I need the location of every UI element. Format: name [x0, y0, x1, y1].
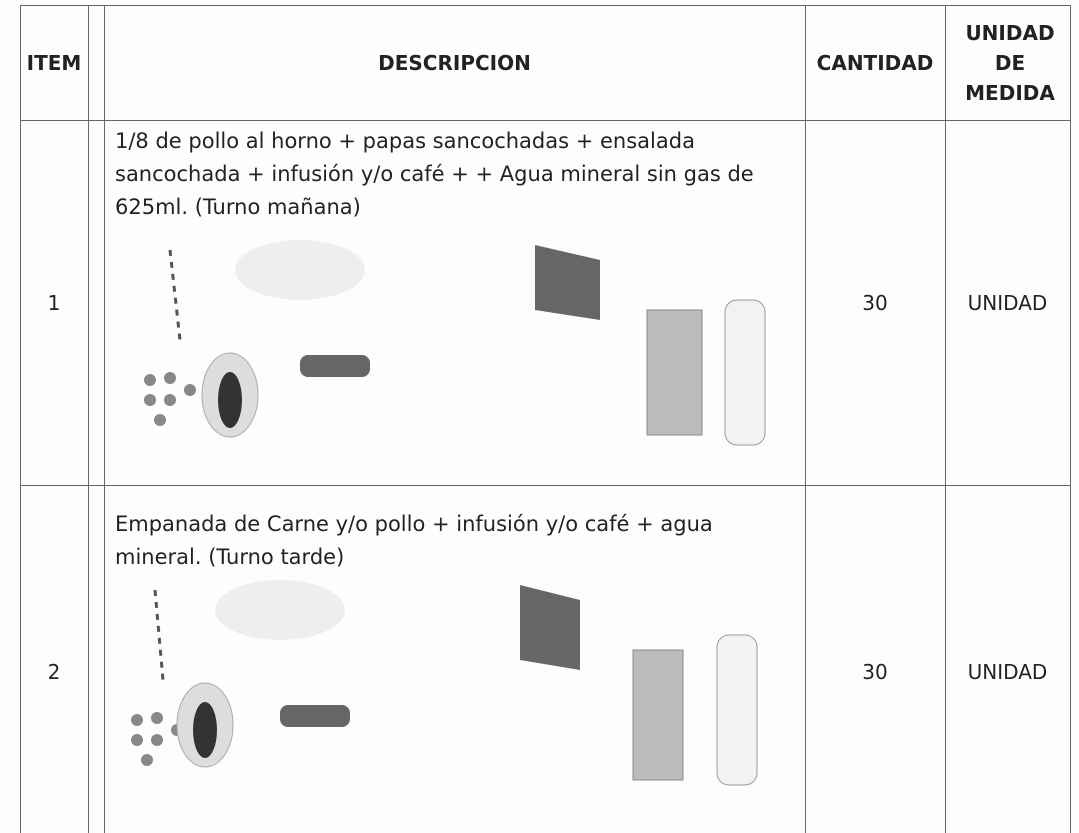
- description: 1/8 de pollo al horno + papas sancochada…: [115, 129, 754, 219]
- quantity: 30: [862, 290, 888, 315]
- item-number: 2: [47, 660, 61, 684]
- item-number: 1: [47, 290, 61, 315]
- food-image: [144, 240, 766, 446]
- header-unit: UNIDAD DE MEDIDA: [965, 20, 1055, 105]
- quantity: 30: [862, 660, 888, 684]
- unit: UNIDAD: [967, 290, 1048, 315]
- header-item: ITEM: [26, 50, 82, 75]
- food-image: [131, 580, 758, 786]
- description: Empanada de Carne y/o pollo + infusión y…: [115, 512, 713, 569]
- unit: UNIDAD: [967, 660, 1048, 684]
- header-description: DESCRIPCION: [378, 50, 531, 75]
- header-quantity: CANTIDAD: [816, 50, 934, 75]
